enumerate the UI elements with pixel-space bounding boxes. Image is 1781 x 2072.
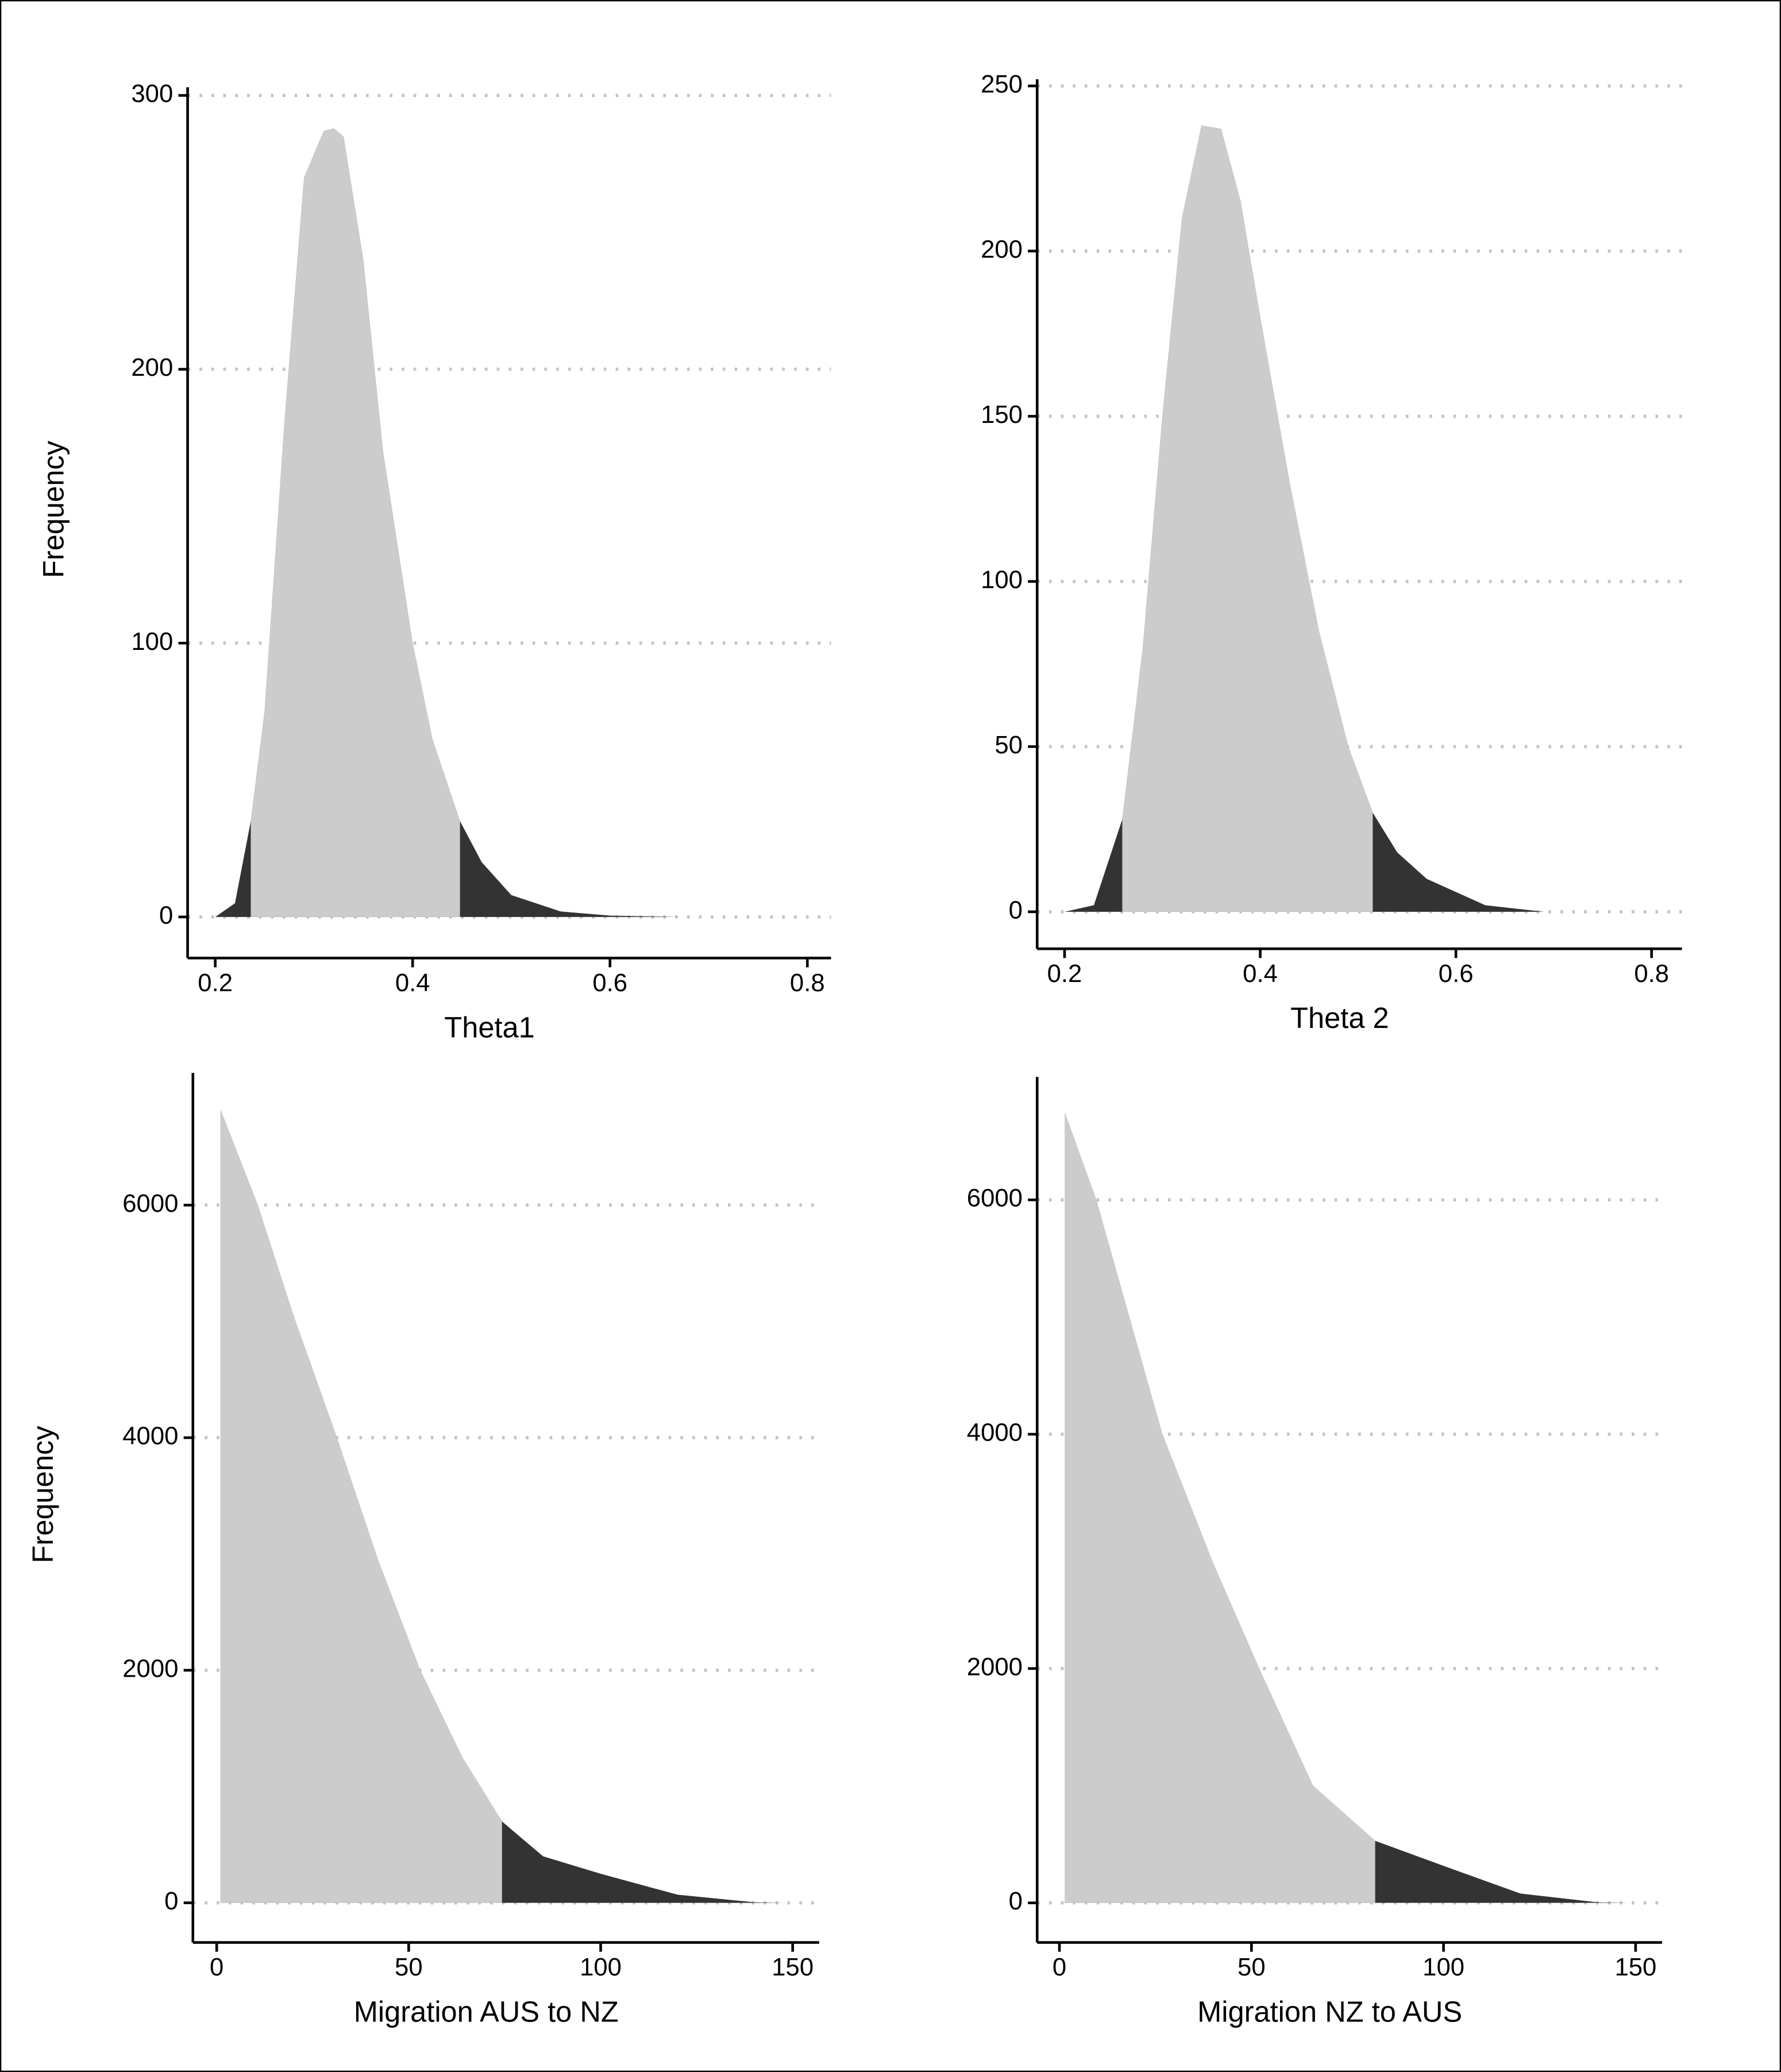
y-tick-label: 200 (981, 236, 1023, 264)
y-axis-title: Frequency (37, 440, 70, 578)
x-tick-label: 100 (580, 1953, 622, 1981)
y-tick-label: 0 (159, 901, 173, 929)
y-tick-label: 250 (981, 70, 1023, 98)
y-tick-label: 4000 (967, 1419, 1023, 1447)
y-tick-label: 2000 (122, 1654, 178, 1682)
y-tick-label: 4000 (122, 1422, 178, 1450)
x-axis-title: Migration NZ to AUS (1197, 1996, 1462, 2028)
density-interval (1065, 1112, 1375, 1903)
x-tick-label: 150 (1614, 1953, 1656, 1981)
x-tick-label: 100 (1423, 1953, 1464, 1981)
x-tick-label: 50 (1238, 1953, 1266, 1981)
y-tick-label: 150 (981, 400, 1023, 429)
x-tick-label: 50 (395, 1953, 423, 1981)
y-tick-label: 0 (164, 1887, 178, 1915)
density-interval (1122, 125, 1373, 912)
x-axis-title: Migration AUS to NZ (354, 1996, 619, 2028)
y-axis-title: Frequency (26, 1426, 59, 1563)
y-tick-label: 300 (131, 80, 173, 108)
y-tick-label: 6000 (122, 1189, 178, 1218)
x-axis-title: Theta 2 (1290, 1002, 1389, 1034)
x-tick-label: 0.2 (198, 969, 233, 997)
panel: 0 2000 4000 6000 0 50 100 150 Migration NZ to AU… (967, 1077, 1663, 2028)
x-tick-label: 0.8 (1634, 960, 1669, 988)
y-tick-label: 50 (994, 731, 1023, 759)
x-tick-label: 0.4 (395, 969, 430, 997)
y-tick-label: 0 (1009, 1887, 1023, 1915)
x-tick-label: 0 (1053, 1953, 1066, 1981)
y-tick-label: 100 (131, 627, 173, 656)
x-tick-label: 0.2 (1047, 960, 1082, 988)
x-tick-label: 0.4 (1243, 960, 1278, 988)
density-interval (220, 1110, 502, 1903)
x-tick-label: 150 (772, 1953, 814, 1981)
panel: 0 2000 4000 6000 0 50 100 150 Migration AUS to N… (26, 1073, 819, 2028)
y-tick-label: 0 (1009, 896, 1023, 924)
y-tick-label: 2000 (967, 1653, 1023, 1681)
y-tick-label: 100 (981, 565, 1023, 594)
x-tick-label: 0 (210, 1953, 223, 1981)
panel: 0 100 200 300 0.2 0.4 0.6 0.8 Theta1 Frequency (37, 80, 831, 1043)
panel: 0 50 100 150 200 250 0.2 0.4 0.6 0.8 Theta 2 (981, 70, 1682, 1034)
x-tick-label: 0.6 (592, 969, 627, 997)
x-axis-title: Theta1 (444, 1011, 534, 1043)
density-interval (250, 128, 460, 917)
y-tick-label: 6000 (967, 1184, 1023, 1212)
y-tick-label: 200 (131, 353, 173, 382)
x-tick-label: 0.6 (1439, 960, 1474, 988)
x-tick-label: 0.8 (790, 969, 825, 997)
